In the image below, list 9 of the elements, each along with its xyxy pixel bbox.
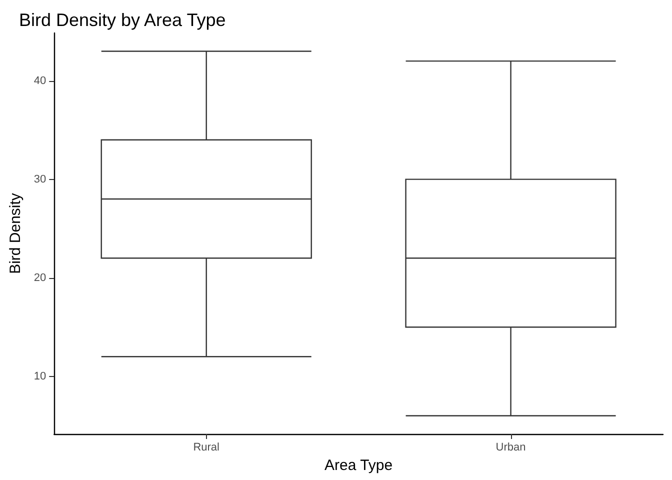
y-axis-title: Bird Density (7, 192, 24, 274)
y-tick-label: 20 (34, 272, 46, 284)
chart-title: Bird Density by Area Type (19, 10, 226, 30)
y-tick-label: 10 (34, 370, 46, 382)
x-axis-title: Area Type (324, 457, 393, 474)
y-tick-label: 30 (34, 173, 46, 186)
x-tick-label: Urban (496, 442, 526, 454)
x-tick-label: Rural (193, 442, 220, 454)
y-tick-label: 40 (34, 74, 46, 87)
